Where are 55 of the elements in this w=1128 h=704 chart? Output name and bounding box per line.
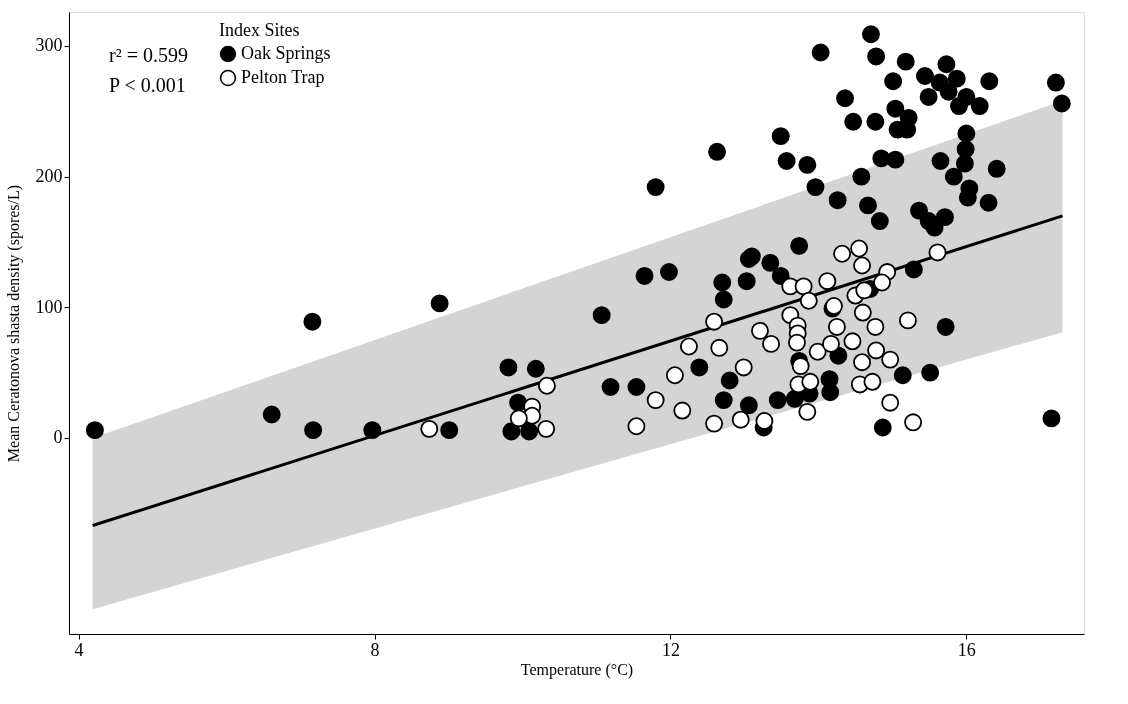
point <box>855 281 874 300</box>
point <box>801 372 820 391</box>
point <box>679 337 698 356</box>
point <box>734 358 753 377</box>
x-tick-label: 12 <box>661 639 680 660</box>
y-axis-title: Mean Ceratonova shasta density (spores/L) <box>4 184 23 463</box>
x-axis-title: Temperature (°C) <box>520 660 634 679</box>
x-tick-label: 8 <box>370 639 380 660</box>
point <box>509 409 528 428</box>
y-tick-label: 200 <box>35 166 63 187</box>
point <box>627 417 646 436</box>
point <box>928 243 947 262</box>
point <box>420 419 439 438</box>
y-tick-label: 100 <box>35 296 63 317</box>
point <box>665 366 684 385</box>
point <box>853 353 872 372</box>
point <box>537 376 556 395</box>
point <box>791 357 810 376</box>
y-tick-label: 0 <box>53 427 63 448</box>
annotation: r² = 0.599 <box>109 44 188 66</box>
point <box>822 334 840 353</box>
y-tick-label: 300 <box>35 35 63 56</box>
point <box>537 419 556 438</box>
point <box>646 391 665 410</box>
point <box>850 239 869 258</box>
point <box>799 291 818 310</box>
point <box>705 312 724 331</box>
point <box>881 350 900 369</box>
point <box>731 410 750 429</box>
point <box>710 338 729 357</box>
point <box>833 244 852 263</box>
legend-title: Index Sites <box>219 20 300 40</box>
point <box>827 317 846 336</box>
point <box>898 311 917 330</box>
point <box>818 272 837 291</box>
point <box>762 334 781 353</box>
legend-label: Pelton Trap <box>241 67 325 87</box>
point <box>873 273 891 292</box>
point <box>788 333 806 352</box>
point <box>794 277 813 296</box>
point <box>853 303 872 322</box>
annotation: P < 0.001 <box>109 74 186 96</box>
point <box>867 341 886 360</box>
legend-label: Oak Springs <box>241 43 331 63</box>
point <box>863 372 882 391</box>
point <box>853 256 872 275</box>
point <box>843 332 862 351</box>
point <box>673 401 692 420</box>
point <box>755 412 774 430</box>
point <box>751 321 769 340</box>
x-tick-label: 16 <box>957 639 976 660</box>
point <box>866 317 885 336</box>
point <box>705 414 724 433</box>
x-tick-label: 4 <box>74 639 84 660</box>
point <box>808 342 827 361</box>
